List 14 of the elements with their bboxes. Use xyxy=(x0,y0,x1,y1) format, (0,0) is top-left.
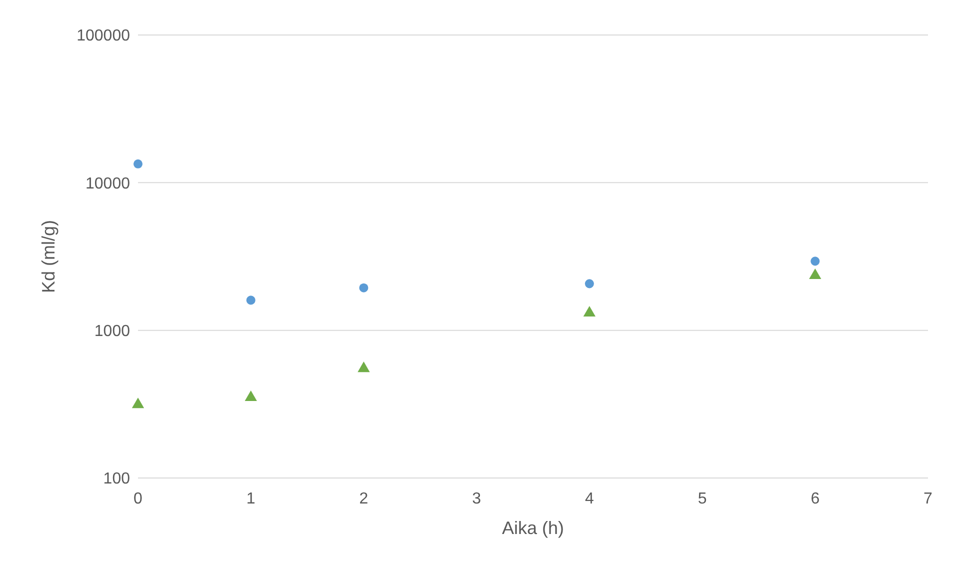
x-axis-title: Aika (h) xyxy=(502,518,564,538)
x-tick-label: 0 xyxy=(134,490,143,508)
x-tick-label: 2 xyxy=(359,490,368,508)
x-tick-label: 4 xyxy=(584,490,594,508)
x-tick-label: 6 xyxy=(810,490,820,508)
y-tick-label: 100 xyxy=(103,470,130,488)
y-tick-label: 10000 xyxy=(86,175,130,192)
x-tick-label: 7 xyxy=(924,490,933,508)
y-axis-title: Kd (ml/g) xyxy=(38,220,58,294)
y-tick-label: 1000 xyxy=(94,323,130,340)
y-tick-label: 100000 xyxy=(76,28,130,45)
x-tick-label: 5 xyxy=(698,490,707,508)
x-tick-label: 1 xyxy=(246,490,256,508)
x-tick-label: 3 xyxy=(472,490,482,508)
